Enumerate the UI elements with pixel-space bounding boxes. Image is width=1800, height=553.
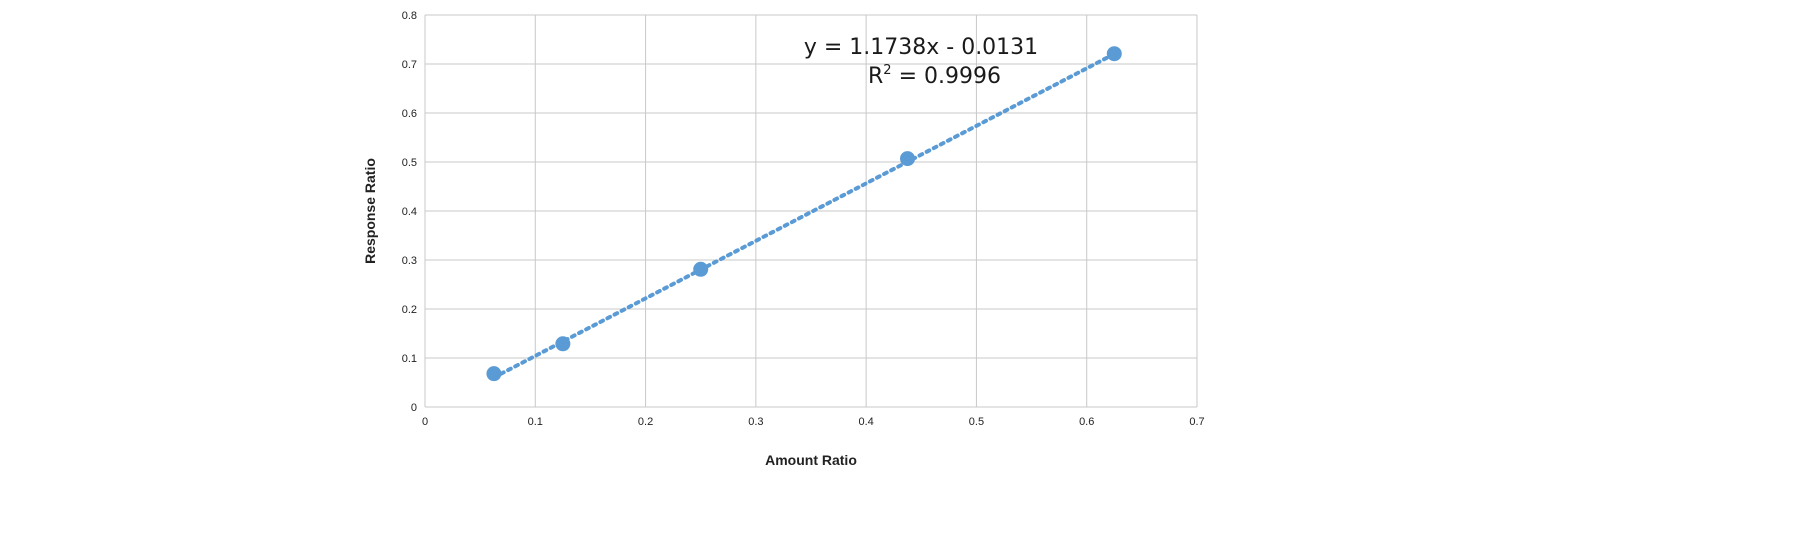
data-point [900, 151, 915, 167]
y-tick-label: 0.8 [402, 10, 417, 22]
trendline-r-squared: R2 = 0.9996 [868, 63, 1001, 89]
y-tick-label: 0.7 [402, 59, 417, 71]
tick-labels: 0 0.1 0.2 0.3 0.4 0.5 0.6 0.7 0 0.1 0.2 0.3 0.4 0.5 0.… [402, 10, 1205, 428]
data-point [693, 261, 709, 277]
y-axis-title: Response Ratio [362, 158, 378, 264]
y-tick-label: 0.3 [402, 255, 417, 267]
r2-value: = 0.9996 [892, 64, 1001, 89]
x-tick-label: 0.4 [858, 416, 873, 428]
x-tick-label: 0.1 [528, 416, 543, 428]
x-tick-label: 0.6 [1079, 416, 1094, 428]
x-tick-label: 0.5 [969, 416, 984, 428]
y-tick-label: 0 [411, 402, 417, 414]
x-tick-label: 0.2 [638, 416, 653, 428]
y-tick-label: 0.1 [402, 353, 417, 365]
y-tick-label: 0.2 [402, 304, 417, 316]
r2-prefix: R [868, 64, 883, 89]
trendline [491, 51, 1117, 380]
data-point [486, 366, 502, 382]
y-tick-label: 0.5 [402, 157, 417, 169]
r2-superscript: 2 [883, 63, 891, 78]
y-tick-label: 0.4 [402, 206, 417, 218]
data-points [486, 46, 1122, 382]
data-point [1106, 46, 1122, 62]
x-tick-label: 0.7 [1189, 416, 1204, 428]
x-tick-label: 0 [422, 416, 428, 428]
x-axis-title: Amount Ratio [765, 452, 857, 468]
x-tick-label: 0.3 [748, 416, 763, 428]
grid [424, 14, 1198, 408]
trendline-equation: y = 1.1738x - 0.0131 [804, 35, 1038, 60]
trendline-layer [491, 51, 1117, 380]
y-tick-label: 0.6 [402, 108, 417, 120]
data-point [555, 336, 571, 352]
